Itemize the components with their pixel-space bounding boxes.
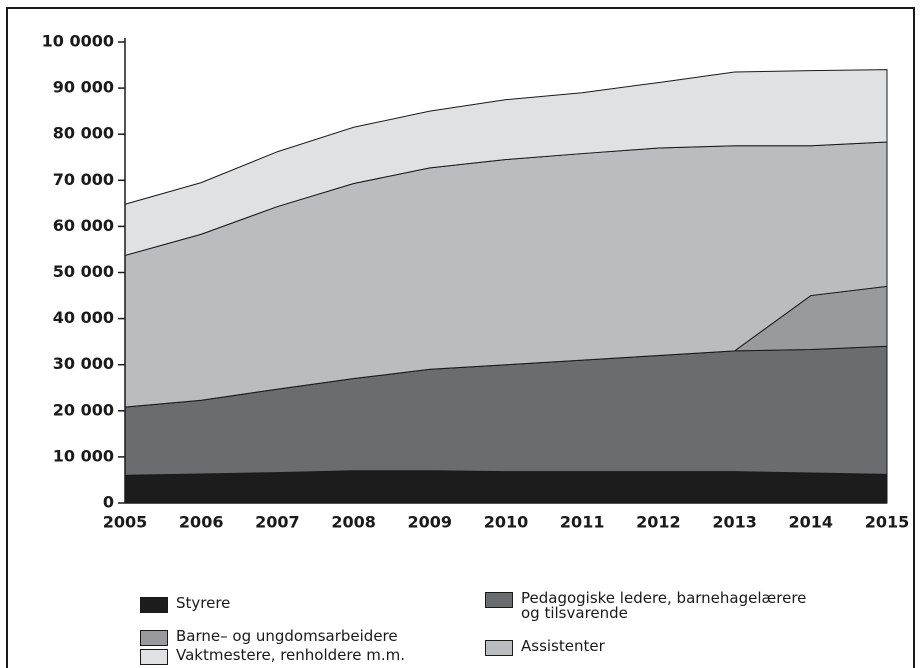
y-tick-label: 20 000 [53,400,114,419]
x-tick-label: 2014 [789,513,834,532]
legend-swatch [140,597,168,613]
y-tick-label: 10 000 [53,446,114,465]
x-tick-label: 2013 [712,513,757,532]
legend-swatch [485,640,513,656]
legend-item: Barne– og ungdomsarbeidere [140,629,398,646]
x-tick-label: 2011 [560,513,605,532]
x-tick-label: 2006 [179,513,224,532]
x-tick-label: 2012 [636,513,681,532]
legend-item: Styrere [140,596,230,613]
x-tick-label: 2005 [103,513,148,532]
x-tick-label: 2008 [331,513,376,532]
y-tick-label: 50 000 [53,262,114,281]
legend-swatch [140,649,168,665]
x-tick-label: 2010 [484,513,529,532]
legend-swatch [140,630,168,646]
y-tick-label: 40 000 [53,308,114,327]
x-tick-label: 2015 [865,513,910,532]
x-tick-label: 2009 [408,513,453,532]
y-tick-label: 80 000 [53,124,114,143]
y-tick-label: 30 000 [53,354,114,373]
legend-swatch [485,592,513,608]
y-tick-label: 70 000 [53,170,114,189]
legend-item: Assistenter [485,639,605,656]
legend-label: Styrere [176,594,231,612]
legend-label: Barne– og ungdomsarbeidere [176,627,398,645]
area [124,470,888,504]
legend-item: Pedagogiske ledere, barnehagelærere og t… [485,591,815,621]
legend-item: Vaktmestere, renholdere m.m. [140,648,405,665]
area [124,69,888,257]
legend-label: Assistenter [521,637,605,655]
y-tick-label: 10 0000 [42,32,114,51]
frame [6,7,915,668]
y-tick-label: 60 000 [53,216,114,235]
legend-label: Vaktmestere, renholdere m.m. [176,646,405,664]
y-tick-label: 0 [103,493,114,512]
legend-label: Pedagogiske ledere, barnehagelærere og t… [521,589,807,622]
y-tick-label: 90 000 [53,78,114,97]
x-tick-label: 2007 [255,513,300,532]
